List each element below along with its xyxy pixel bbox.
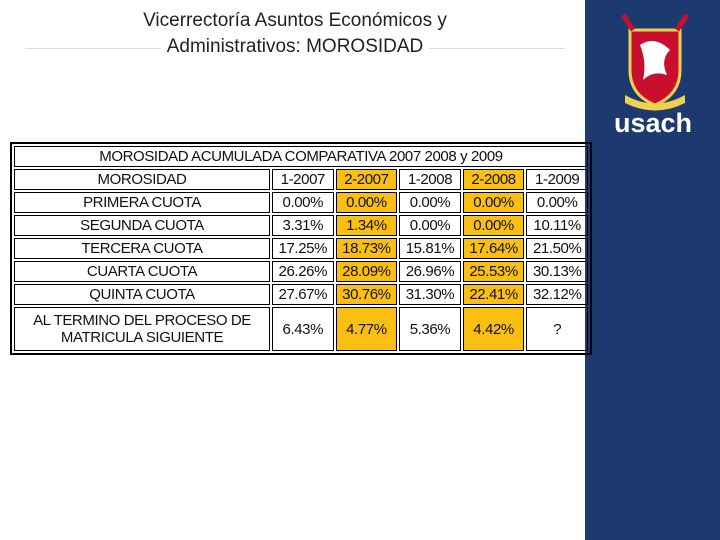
cell: 10.11% xyxy=(526,215,588,236)
row: QUINTA CUOTA 27.67% 30.76% 31.30% 22.41% 32.1… xyxy=(14,284,588,305)
table: MOROSIDAD ACUMULADA COMPARATIVA 2007 200… xyxy=(10,142,592,355)
row-label: TERCERA CUOTA xyxy=(14,238,270,259)
header-cell: 2-2008 xyxy=(462,169,525,190)
row: PRIMERA CUOTA 0.00% 0.00% 0.00% 0.00% 0.00% xyxy=(14,192,588,213)
cell: 21.50% xyxy=(526,238,588,259)
cell: 0.00% xyxy=(335,192,398,213)
title-line: Vicerrectoría Asuntos Económicos y xyxy=(143,10,447,31)
cell: 6.43% xyxy=(272,307,334,351)
torches xyxy=(620,13,690,32)
cell: 0.00% xyxy=(399,215,461,236)
cell: 17.25% xyxy=(272,238,334,259)
header-cell: MOROSIDAD xyxy=(14,169,270,190)
cell: 0.00% xyxy=(462,192,525,213)
cell: 15.81% xyxy=(399,238,461,259)
cell: 30.76% xyxy=(335,284,398,305)
cell: 4.77% xyxy=(335,307,398,351)
cell: 26.96% xyxy=(399,261,461,282)
cell: 22.41% xyxy=(462,284,525,305)
cell: 0.00% xyxy=(526,192,588,213)
row-label: QUINTA CUOTA xyxy=(14,284,270,305)
cell: 3.31% xyxy=(272,215,334,236)
title: Vicerrectoría Asuntos Económicos y Admin… xyxy=(20,8,570,60)
cell: 32.12% xyxy=(526,284,588,305)
cell: 26.26% xyxy=(272,261,334,282)
cell: 4.42% xyxy=(462,307,525,351)
title-line: Administrativos: MOROSIDAD xyxy=(20,34,570,60)
shield-emblem xyxy=(640,41,670,80)
cell: 17.64% xyxy=(462,238,525,259)
header-cell: 2-2007 xyxy=(335,169,398,190)
row-label: CUARTA CUOTA xyxy=(14,261,270,282)
row: AL TERMINO DEL PROCESO DE MATRICULA SIGU… xyxy=(14,307,588,351)
brand: usach xyxy=(614,108,692,138)
header-cell: 1-2007 xyxy=(272,169,334,190)
cell: 5.36% xyxy=(399,307,461,351)
cell: 28.09% xyxy=(335,261,398,282)
header-cell: 1-2008 xyxy=(399,169,461,190)
cell: 0.00% xyxy=(462,215,525,236)
row-label: SEGUNDA CUOTA xyxy=(14,215,270,236)
header-cell: 1-2009 xyxy=(526,169,588,190)
cell: 0.00% xyxy=(272,192,334,213)
row: SEGUNDA CUOTA 3.31% 1.34% 0.00% 0.00% 10.11% xyxy=(14,215,588,236)
row-label: PRIMERA CUOTA xyxy=(14,192,270,213)
table-title: MOROSIDAD ACUMULADA COMPARATIVA 2007 200… xyxy=(14,146,588,167)
logo: usach xyxy=(614,13,692,138)
cell: 18.73% xyxy=(335,238,398,259)
cell: 25.53% xyxy=(462,261,525,282)
row: CUARTA CUOTA 26.26% 28.09% 26.96% 25.53% 30.1… xyxy=(14,261,588,282)
title-text: Administrativos: MOROSIDAD xyxy=(160,36,430,57)
cell: 31.30% xyxy=(399,284,461,305)
ribbon xyxy=(625,95,685,111)
row: TERCERA CUOTA 17.25% 18.73% 15.81% 17.64% 21.… xyxy=(14,238,588,259)
cell: 0.00% xyxy=(399,192,461,213)
cell: 30.13% xyxy=(526,261,588,282)
cell: ? xyxy=(526,307,588,351)
header-row: MOROSIDAD 1-2007 2-2007 1-2008 2-2008 1-2009 xyxy=(14,169,588,190)
title-row: MOROSIDAD ACUMULADA COMPARATIVA 2007 200… xyxy=(14,146,588,167)
cell: 1.34% xyxy=(335,215,398,236)
row-label: AL TERMINO DEL PROCESO DE MATRICULA SIGU… xyxy=(14,307,270,351)
cell: 27.67% xyxy=(272,284,334,305)
